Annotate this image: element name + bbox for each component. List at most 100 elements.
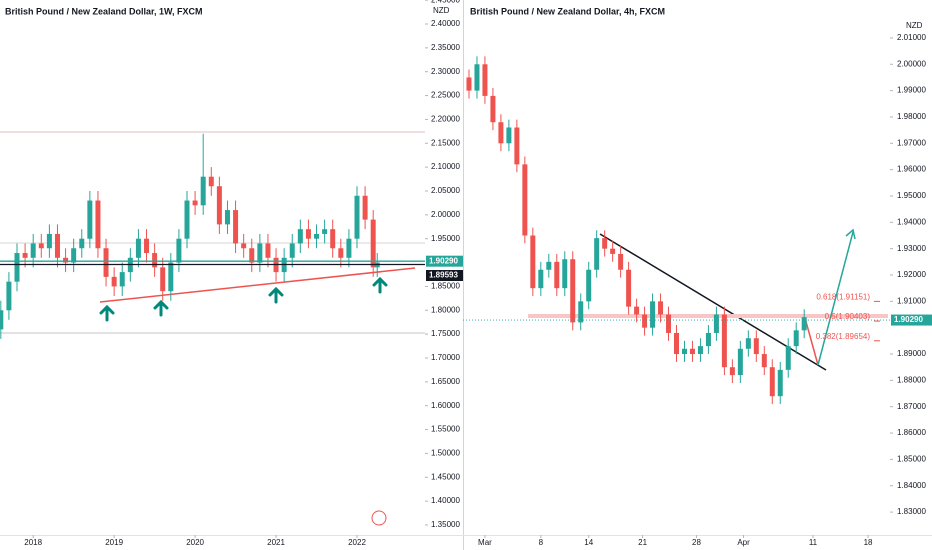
y-tick-label: 1.84000 [897,481,926,490]
candle-body [586,269,592,302]
price-label-box [891,314,932,326]
x-tick-label: 2022 [348,538,366,547]
y-tick-label: 1.85000 [897,455,926,464]
candle-body [208,176,214,187]
chart-title: British Pound / New Zealand Dollar, 1W, … [5,6,203,16]
x-tick-label: 2021 [267,538,285,547]
candle-body [522,164,528,236]
arrow-up [268,286,284,304]
y-tick-label: 1.55000 [431,425,460,434]
y-tick-label: 1.92000 [897,270,926,279]
candle-body [554,261,560,289]
y-tick-label: 2.01000 [897,33,926,42]
x-tick-label: 2020 [186,538,204,547]
y-tick-label: 1.80000 [431,305,460,314]
candle-body [111,276,117,287]
y-tick-label: 2.00000 [897,59,926,68]
y-tick-label: 1.93000 [897,244,926,253]
y-tick-label: 2.15000 [431,138,460,147]
y-tick-label: 1.65000 [431,377,460,386]
y-tick-label: 1.97000 [897,138,926,147]
candle-body [705,332,711,347]
y-tick-label: 1.99000 [897,86,926,95]
candle-body [144,238,150,254]
candle-body [370,219,376,268]
y-tick-label: 1.89000 [897,349,926,358]
candle-body [241,243,247,249]
x-tick-label: 18 [864,538,873,547]
candle-body [22,253,28,258]
y-tick-label: 1.95000 [431,234,460,243]
arrows [99,276,388,322]
candle-body [160,267,166,292]
x-tick-label: 14 [584,538,593,547]
price-label: 1.89593 [429,271,458,280]
axis-unit: NZD [906,21,923,30]
candle-body [546,261,552,270]
candle-body [176,238,182,263]
fib-label: 0.618(1.91151) [816,292,870,301]
candle-body [697,346,703,355]
y-tick-label: 1.35000 [431,520,460,529]
candle-body [265,243,271,258]
candle-body [0,310,4,330]
projection [817,231,854,366]
price-label: 1.90290 [894,315,923,324]
candle-body [79,238,85,249]
price-label-box [426,255,463,267]
candle-body [362,195,368,220]
candle-body [135,238,141,258]
y-tick-label: 1.91000 [897,296,926,305]
arrow-head [845,228,856,240]
price-label: 1.90290 [429,256,458,265]
candle-body [224,210,230,225]
candle-body [674,332,679,355]
candle-body [200,176,206,206]
candle-body [729,367,735,376]
candle-body [257,243,263,263]
event-icon[interactable] [371,510,387,526]
candle-body [713,314,719,333]
y-tick-label: 1.75000 [431,329,460,338]
chart-title: British Pound / New Zealand Dollar, 4h, … [470,6,665,16]
x-tick-label: 28 [692,538,701,547]
y-tick-label: 2.25000 [431,91,460,100]
candle-body [737,348,743,376]
candle-body [305,229,311,239]
y-tick-label: 2.00000 [431,210,460,219]
candle-body [338,248,344,258]
y-tick-label: 1.88000 [897,375,926,384]
y-tick-label: 2.35000 [431,43,460,52]
candle-body [192,200,198,206]
y-tick-label: 1.94000 [897,217,926,226]
x-tick-label: 2019 [105,538,123,547]
y-tick-label: 1.83000 [897,507,926,516]
candle-body [314,233,320,239]
candle-body [721,314,727,368]
candle-body [594,238,600,270]
y-tick-label: 2.45000 [431,0,460,4]
x-tick-label: 21 [638,538,647,547]
candle-body [562,259,568,289]
y-tick-label: 1.60000 [431,401,460,410]
candle-body [482,64,488,96]
y-tick-label: 1.50000 [431,449,460,458]
candle-body [168,262,174,292]
candle-body [249,248,255,263]
candle-body [761,354,767,368]
candle-body [289,243,295,258]
x-tick-label: 2018 [24,538,42,547]
candle-body [578,301,584,323]
fib-label: 0.382(1.89654) [816,332,871,341]
candle-body [785,346,791,370]
candle-body [6,281,12,311]
candle-body [634,306,640,315]
candle-body [626,269,632,307]
y-tick-label: 2.30000 [431,67,460,76]
x-tick-label: 8 [539,538,544,547]
y-tick-label: 2.10000 [431,162,460,171]
candle-body [297,229,303,244]
candle-body [618,253,624,270]
candle-body [30,243,36,258]
